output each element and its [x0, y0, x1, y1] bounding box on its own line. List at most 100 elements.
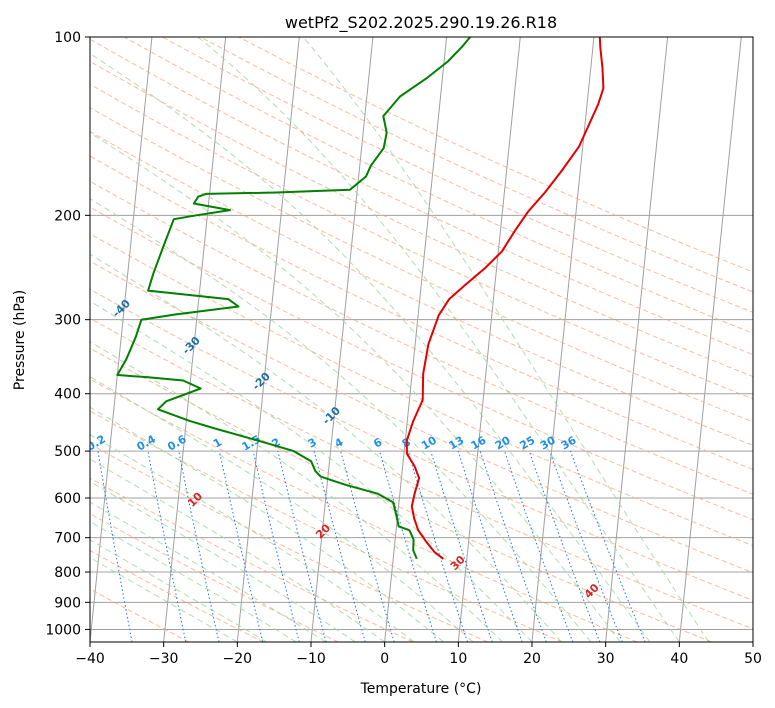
mixing-ratio-line — [97, 451, 133, 642]
dry-adiabat-line — [90, 60, 753, 378]
y-tick-label: 700 — [54, 531, 81, 547]
moist-adiabat-line — [302, 37, 710, 642]
x-tick-label: 20 — [523, 651, 541, 667]
isotherm-line — [163, 37, 227, 642]
moist-adiabat-line — [90, 458, 385, 642]
dry-adiabat-line — [90, 347, 712, 642]
moist-adiabat-line — [197, 37, 680, 642]
dry-adiabat-line — [90, 206, 753, 521]
moist-adiabat-line — [90, 376, 474, 642]
dry-adiabat-line — [90, 410, 563, 642]
chart-title: wetPf2_S202.2025.290.19.26.R18 — [285, 13, 557, 33]
dry-adiabat-line — [162, 37, 753, 313]
moist-adiabat-line — [90, 557, 238, 642]
isotherm-line — [236, 37, 300, 642]
moist-adiabat-line — [90, 480, 356, 642]
mixing-ratio-line — [570, 450, 646, 642]
isotherm-line — [384, 37, 448, 642]
isotherm-line — [752, 637, 753, 642]
y-tick-label: 600 — [54, 491, 81, 507]
y-tick-label: 1000 — [45, 622, 81, 638]
mixing-ratio-line — [178, 450, 220, 642]
temperature-profile — [405, 37, 605, 560]
data-series — [116, 37, 605, 560]
x-tick-label: −40 — [75, 651, 105, 667]
isotherm-line — [457, 37, 521, 642]
mixing-ratio-label: 6 — [371, 435, 384, 450]
mixing-ratio-label: 1 — [211, 436, 224, 451]
moist-adiabat-line — [90, 198, 592, 642]
plot-frame — [89, 36, 754, 643]
x-tick-label: −20 — [223, 651, 253, 667]
isotherm-label: -50 — [41, 253, 64, 276]
x-tick-label: −30 — [149, 651, 179, 667]
dry-adiabat-line — [90, 549, 264, 642]
y-tick-label: 200 — [54, 208, 81, 224]
x-tick-label: 40 — [670, 651, 688, 667]
mixing-ratio-label: 0.2 — [84, 433, 107, 454]
isotherm-line — [0, 37, 5, 642]
isotherm-line — [678, 37, 742, 642]
mixing-ratio-label: 10 — [419, 433, 439, 452]
moist-adiabat-line — [90, 253, 562, 642]
dewpoint-profile — [116, 37, 471, 560]
dry-adiabat-line — [238, 37, 753, 273]
mixing-ratio-line — [457, 450, 523, 642]
mixing-ratio-label: 25 — [518, 434, 538, 453]
moist-adiabat-line — [90, 132, 621, 642]
mixing-ratio-line — [479, 450, 547, 642]
dry-adiabat-line — [90, 155, 753, 471]
isotherm-label: -20 — [250, 370, 273, 393]
moist-adiabat-line — [90, 341, 503, 642]
mixing-ratio-label: 16 — [469, 433, 489, 452]
x-tick-label: 10 — [449, 651, 467, 667]
x-tick-label: 50 — [744, 651, 762, 667]
mixing-ratio-label: 0.6 — [165, 432, 189, 453]
mixing-ratio-line — [340, 450, 395, 642]
dry-adiabat-line — [90, 130, 753, 446]
moist-adiabat-line — [90, 406, 444, 642]
mixing-ratio-line — [379, 450, 437, 642]
isotherm-label: -30 — [180, 334, 203, 357]
y-tick-label: 100 — [54, 30, 81, 46]
dry-adiabat-line — [90, 317, 753, 630]
moist-adiabat-line — [90, 300, 533, 642]
moist-adiabat-line — [90, 434, 415, 642]
y-axis-label: Pressure (hPa) — [12, 290, 28, 390]
y-tick-label: 300 — [54, 313, 81, 329]
mixing-ratio-line — [218, 450, 264, 642]
y-tick-label: 500 — [54, 444, 81, 460]
x-axis-label: Temperature (°C) — [360, 681, 482, 697]
x-tick-label: −10 — [296, 651, 326, 667]
mixing-ratio-label: 30 — [538, 433, 558, 452]
isotherm-line — [605, 37, 669, 642]
dry-adiabat-label: 20 — [313, 521, 333, 541]
dry-adiabat-line — [90, 288, 753, 601]
moist-adiabat-line — [90, 53, 651, 642]
mixing-ratio-label: 13 — [447, 434, 467, 453]
y-tick-label: 800 — [54, 565, 81, 581]
dry-adiabat-label: 40 — [582, 581, 602, 601]
mixing-ratio-line — [504, 450, 574, 642]
mixing-ratio-label: 2 — [270, 436, 283, 451]
dry-adiabat-line — [200, 37, 753, 293]
mixing-ratio-line — [430, 450, 493, 642]
y-tick-label: 900 — [54, 595, 81, 611]
dry-adiabat-line — [90, 260, 753, 574]
moist-adiabat-line — [90, 520, 297, 642]
dry-adiabat-line — [90, 378, 638, 642]
isotherm-label: -40 — [110, 297, 133, 320]
isotherm-line — [90, 37, 153, 642]
mixing-ratio-line — [313, 450, 366, 642]
mixing-ratio-label: 36 — [559, 433, 579, 452]
dry-adiabat-line — [123, 37, 753, 334]
background-lines: 0.10.20.40.611.52346810131620253036-100-… — [0, 37, 753, 642]
mixing-ratio-label: 0.4 — [134, 432, 158, 453]
dry-adiabat-line — [90, 588, 190, 642]
axis-ticks: −40 −30 −20 −10 0 10 20 30 40 5010020030040050060… — [45, 30, 762, 667]
mixing-ratio-line — [252, 450, 300, 642]
moist-adiabat-line — [90, 539, 268, 642]
dry-adiabat-label: 30 — [448, 553, 468, 573]
mixing-ratio-label: 20 — [493, 433, 513, 452]
